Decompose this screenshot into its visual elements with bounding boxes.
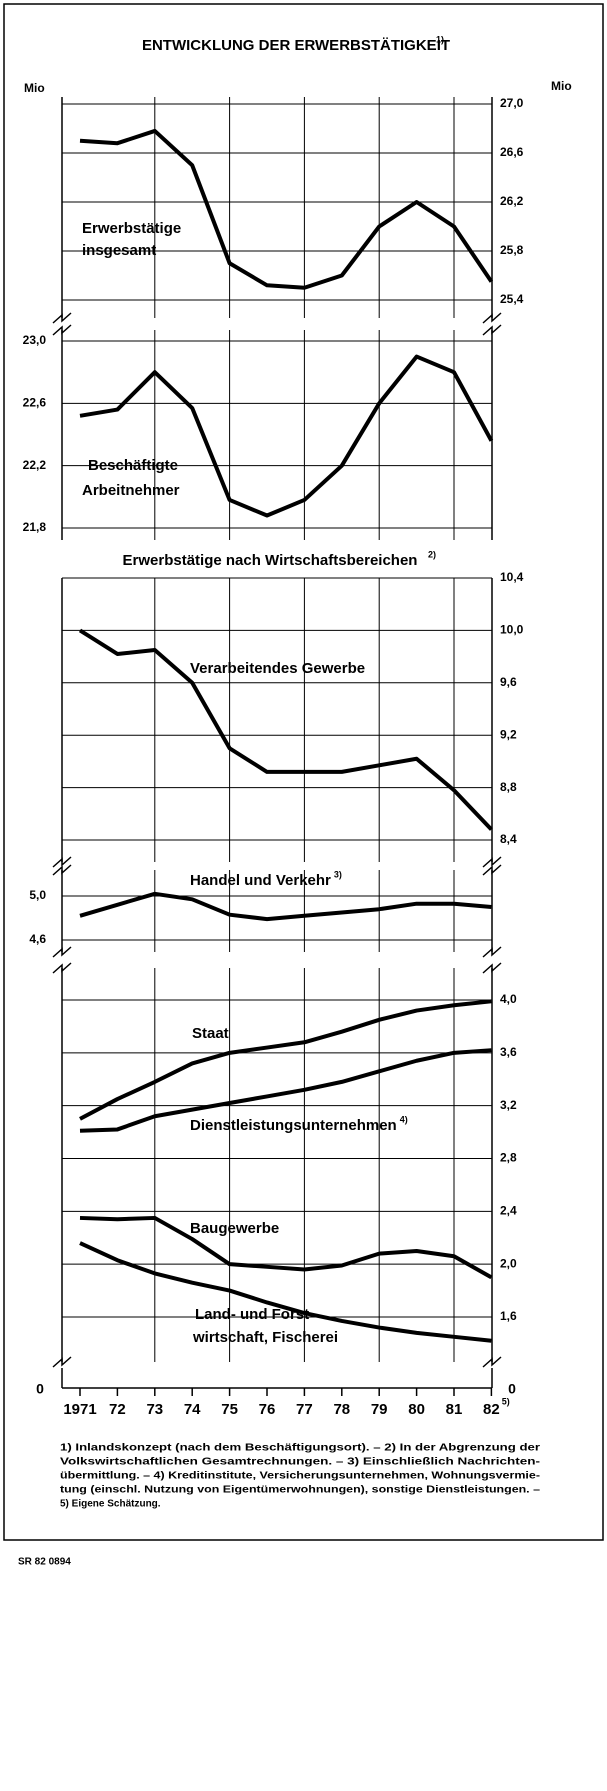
chart-title: ENTWICKLUNG DER ERWERBSTÄTIGKEIT	[142, 37, 450, 54]
axis-break	[482, 962, 502, 974]
x-tick-note: 5)	[502, 1396, 510, 1406]
x-tick-label: 1971	[63, 1401, 96, 1418]
axis-break	[482, 946, 502, 958]
x-tick-label: 77	[296, 1401, 313, 1418]
outer-frame	[3, 3, 604, 1541]
data-line	[79, 999, 492, 1121]
series-label: Arbeitnehmer	[82, 482, 180, 499]
axis-break	[52, 946, 72, 958]
axis-break	[52, 324, 72, 336]
axis-break	[52, 312, 72, 324]
axis-break	[482, 864, 502, 876]
x-tick-label: 78	[333, 1401, 350, 1418]
y-tick-label: 22,6	[23, 396, 47, 410]
y-tick-label: 2,4	[500, 1204, 517, 1218]
source: SR 82 0894	[18, 1557, 71, 1568]
y-tick-label: 26,2	[500, 194, 524, 208]
footnote: übermittlung. – 4) Kreditinstitute, Vers…	[60, 1471, 540, 1482]
series-label-note: 3)	[334, 869, 342, 879]
y-tick-label: 25,8	[500, 243, 524, 257]
y-tick-label: 26,6	[500, 145, 524, 159]
y-tick-label: 9,6	[500, 675, 517, 689]
axis-break	[482, 312, 502, 324]
y-tick-label: 3,6	[500, 1045, 517, 1059]
x-tick-label: 73	[146, 1401, 163, 1418]
footnote: tung (einschl. Nutzung von Eigentümerwoh…	[60, 1485, 541, 1496]
axis-break	[52, 962, 72, 974]
unit-right: Mio	[551, 79, 572, 93]
title-note: 1)	[436, 34, 444, 44]
series-label: Erwerbstätige	[82, 220, 181, 237]
y-tick-label: 25,4	[500, 292, 524, 306]
subtitle-note: 2)	[428, 549, 436, 559]
data-line	[78, 628, 493, 831]
axis-break	[52, 856, 72, 868]
y-tick-label: 2,8	[500, 1151, 517, 1165]
y-tick-label: 21,8	[23, 520, 47, 534]
x-tick-label: 79	[371, 1401, 388, 1418]
y-tick-label: 5,0	[29, 888, 46, 902]
x-tick-label: 74	[184, 1401, 201, 1418]
axis-break	[482, 324, 502, 336]
footnote: 1) Inlandskonzept (nach dem Beschäftigun…	[60, 1443, 540, 1454]
axis-break	[52, 1356, 72, 1368]
zero-label-left: 0	[36, 1381, 44, 1397]
series-label: Baugewerbe	[190, 1220, 279, 1237]
y-tick-label: 22,2	[23, 458, 47, 472]
data-line	[79, 1048, 492, 1133]
x-tick-label: 82	[483, 1401, 500, 1418]
series-label: Beschäftigte	[88, 457, 178, 474]
y-tick-label: 2,0	[500, 1256, 517, 1270]
zero-label-right: 0	[508, 1381, 516, 1397]
data-line	[79, 891, 492, 922]
series-label: Dienstleistungsunternehmen	[190, 1117, 397, 1134]
y-tick-label: 27,0	[500, 96, 524, 110]
series-label: Land- und Forst-	[195, 1306, 314, 1323]
series-label: wirtschaft, Fischerei	[192, 1329, 338, 1346]
series-label-note: 4)	[400, 1114, 408, 1124]
series-label: Handel und Verkehr	[190, 872, 331, 889]
y-tick-label: 10,4	[500, 570, 524, 584]
x-tick-label: 75	[221, 1401, 238, 1418]
x-tick-label: 80	[408, 1401, 425, 1418]
y-tick-label: 4,6	[29, 932, 46, 946]
y-tick-label: 3,2	[500, 1098, 517, 1112]
footnote: 5) Eigene Schätzung.	[60, 1499, 161, 1510]
axis-break	[482, 856, 502, 868]
data-line	[79, 1241, 492, 1343]
x-tick-label: 81	[446, 1401, 463, 1418]
series-label: Staat	[192, 1025, 229, 1042]
y-tick-label: 23,0	[23, 333, 47, 347]
x-tick-label: 76	[259, 1401, 276, 1418]
series-label: Verarbeitendes Gewerbe	[190, 660, 365, 677]
axis-break	[482, 1356, 502, 1368]
footnote: Volkswirtschaftlichen Gesamtrechnungen. …	[60, 1457, 540, 1468]
y-tick-label: 1,6	[500, 1309, 517, 1323]
data-line	[79, 354, 494, 518]
series-label: insgesamt	[82, 242, 156, 259]
y-tick-label: 9,2	[500, 727, 517, 741]
y-tick-label: 10,0	[500, 623, 524, 637]
y-tick-label: 8,4	[500, 832, 517, 846]
data-line	[79, 128, 494, 290]
y-tick-label: 8,8	[500, 780, 517, 794]
unit-left: Mio	[24, 81, 45, 95]
axis-break	[52, 864, 72, 876]
y-tick-label: 4,0	[500, 992, 517, 1006]
subtitle: Erwerbstätige nach Wirtschaftsbereichen	[123, 552, 418, 569]
x-tick-label: 72	[109, 1401, 126, 1418]
data-line	[79, 1215, 493, 1280]
